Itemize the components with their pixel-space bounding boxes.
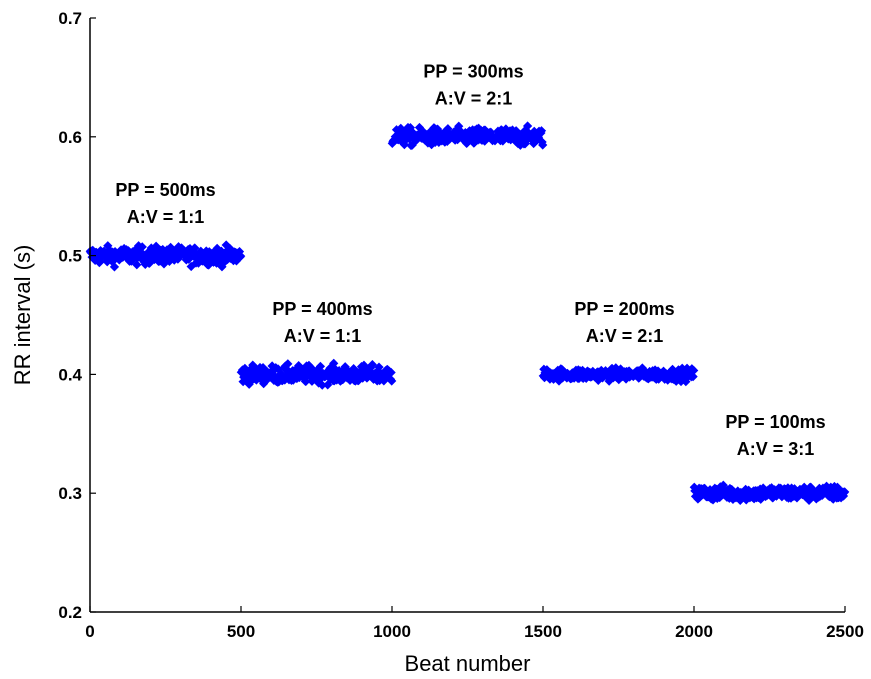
y-tick-label: 0.4 bbox=[58, 365, 82, 384]
data-markers bbox=[85, 121, 850, 505]
annotation-av-ratio: A:V = 2:1 bbox=[586, 326, 664, 346]
data-point bbox=[688, 372, 698, 382]
x-tick-label: 2500 bbox=[826, 622, 864, 641]
x-tick-label: 1500 bbox=[524, 622, 562, 641]
data-point bbox=[109, 262, 120, 272]
data-point bbox=[137, 242, 147, 252]
x-tick-label: 0 bbox=[85, 622, 94, 641]
data-point bbox=[387, 376, 397, 386]
x-tick-label: 500 bbox=[227, 622, 255, 641]
y-tick-label: 0.5 bbox=[58, 247, 82, 266]
series-1 bbox=[85, 240, 246, 272]
annotation-av-ratio: A:V = 3:1 bbox=[737, 439, 815, 459]
data-point bbox=[536, 126, 547, 136]
data-point bbox=[718, 480, 728, 490]
y-tick-label: 0.7 bbox=[58, 9, 82, 28]
data-point bbox=[538, 140, 548, 150]
annotation-av-ratio: A:V = 1:1 bbox=[284, 326, 362, 346]
data-point bbox=[522, 121, 533, 131]
x-axis-title: Beat number bbox=[405, 651, 531, 676]
data-point bbox=[95, 256, 105, 267]
annotation-pp: PP = 200ms bbox=[574, 299, 674, 319]
x-tick-label: 2000 bbox=[675, 622, 713, 641]
data-point bbox=[386, 367, 396, 378]
data-point bbox=[840, 487, 850, 497]
y-tick-label: 0.6 bbox=[58, 128, 82, 147]
data-point bbox=[283, 359, 293, 369]
y-tick-label: 0.3 bbox=[58, 484, 82, 503]
x-tick-label: 1000 bbox=[373, 622, 411, 641]
series-2 bbox=[236, 358, 397, 390]
data-point bbox=[132, 260, 142, 270]
y-tick-label: 0.2 bbox=[58, 603, 82, 622]
series-5 bbox=[689, 480, 850, 505]
annotation-pp: PP = 500ms bbox=[115, 180, 215, 200]
annotation-pp: PP = 100ms bbox=[725, 412, 825, 432]
annotation-av-ratio: A:V = 2:1 bbox=[435, 88, 513, 108]
annotation-pp: PP = 400ms bbox=[272, 299, 372, 319]
annotations: PP = 500ms A:V = 1:1 PP = 400ms A:V = 1:1 PP… bbox=[115, 61, 825, 458]
series-4 bbox=[538, 363, 699, 387]
axes: 0 500 1000 1500 2000 2500 0.2 0.3 0.4 0.5 0.6 0.7 bbox=[58, 9, 864, 641]
data-point bbox=[367, 359, 377, 370]
data-point bbox=[689, 365, 699, 376]
data-point bbox=[236, 251, 246, 261]
y-axis-title: RR interval (s) bbox=[10, 245, 35, 386]
annotation-pp: PP = 300ms bbox=[423, 61, 523, 81]
annotation-av-ratio: A:V = 1:1 bbox=[127, 207, 205, 227]
series-3 bbox=[387, 121, 548, 151]
